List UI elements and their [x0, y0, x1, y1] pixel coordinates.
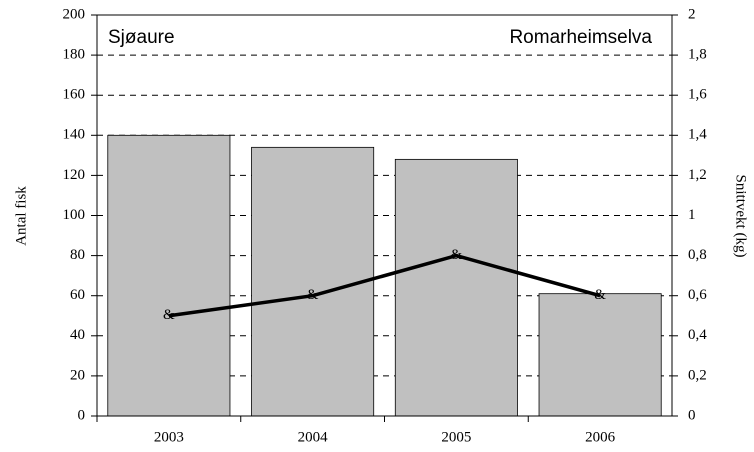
y2-tick-label: 1,4	[688, 127, 707, 143]
bar	[107, 134, 231, 417]
y-axis-label: Antal fisk	[13, 186, 29, 246]
y-tick-label: 200	[63, 6, 86, 22]
bar	[538, 293, 662, 417]
y2-tick-label: 0,2	[688, 367, 707, 383]
y-tick-label: 60	[70, 287, 85, 303]
y2-tick-label: 1,6	[688, 87, 707, 103]
y-tick-label: 180	[63, 47, 86, 63]
y-tick-label: 120	[63, 167, 86, 183]
point-marker: &	[451, 247, 463, 263]
y2-tick-label: 2	[688, 6, 696, 22]
x-tick-label: 2006	[585, 429, 616, 445]
y2-tick-label: 1,8	[688, 47, 707, 63]
y2-tick-label: 0	[688, 407, 696, 423]
y-tick-label: 80	[70, 247, 85, 263]
y-tick-label: 0	[78, 407, 86, 423]
x-tick-label: 2004	[298, 429, 329, 445]
y2-tick-label: 0,8	[688, 247, 707, 263]
line	[168, 253, 601, 318]
y2-axis-label: Snittvekt (kg)	[733, 175, 749, 258]
y-tick-label: 100	[63, 207, 86, 223]
y2-tick-label: 1,2	[688, 167, 707, 183]
annotation: Romarheimselva	[509, 27, 652, 48]
point-marker: &	[307, 287, 319, 303]
bar	[394, 158, 518, 417]
annotation: Sjøaure	[108, 27, 175, 48]
point-marker: &	[594, 287, 606, 303]
point-marker: &	[163, 307, 175, 323]
x-tick-label: 2005	[441, 429, 471, 445]
y2-tick-label: 0,4	[688, 327, 707, 343]
y2-tick-label: 0,6	[688, 287, 707, 303]
y2-tick-label: 1	[688, 207, 696, 223]
plot-border	[96, 14, 673, 417]
y-tick-label: 160	[63, 87, 86, 103]
y-tick-label: 140	[63, 127, 86, 143]
y-tick-label: 20	[70, 367, 85, 383]
bar	[251, 146, 375, 417]
y-tick-label: 40	[70, 327, 85, 343]
x-tick-label: 2003	[154, 429, 184, 445]
